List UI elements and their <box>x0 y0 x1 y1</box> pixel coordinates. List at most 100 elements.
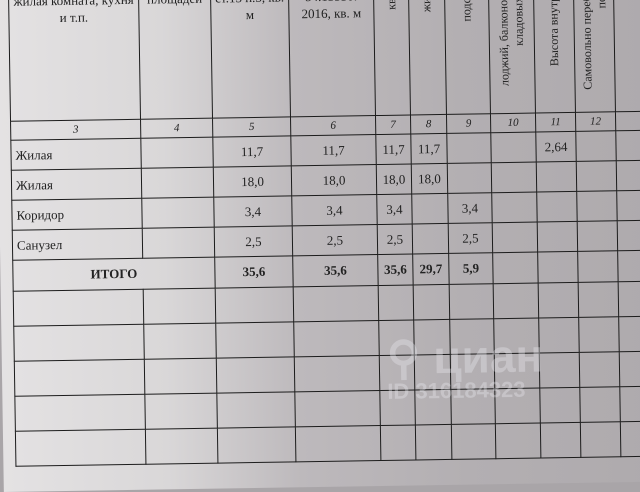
header-col4: площадей <box>138 0 213 120</box>
empty-cell <box>215 321 295 359</box>
table-cell <box>412 223 449 254</box>
empty-cell <box>380 424 416 461</box>
area-table: жилая комната, кухня и т.п. площадей ст.… <box>8 0 640 467</box>
empty-cell <box>294 390 381 427</box>
col-number: 11 <box>535 112 576 133</box>
empty-cell <box>143 323 217 360</box>
table-cell <box>142 227 215 259</box>
empty-cell <box>293 320 380 357</box>
table-cell <box>447 162 492 194</box>
table-cell <box>537 221 578 253</box>
table-cell: 18,0 <box>411 163 448 194</box>
room-name: Жилая <box>10 138 142 171</box>
empty-cell <box>144 358 217 395</box>
header-col10: лоджий, балконов и кладовых (с <box>495 0 526 87</box>
total-cell: 5,9 <box>448 252 494 285</box>
table-cell <box>411 193 449 224</box>
total-cell: 29,7 <box>412 253 450 285</box>
room-name: Коридор <box>11 198 143 231</box>
table-cell <box>446 132 492 164</box>
header-col5: ст.15 п.5, кв. м <box>210 0 291 119</box>
col-number: 8 <box>410 114 447 135</box>
col-number: 12 <box>575 111 616 132</box>
col-number: 3 <box>10 119 141 141</box>
table-cell: 18,0 <box>291 164 377 196</box>
empty-cell <box>451 423 496 460</box>
col-number: 10 <box>490 113 536 133</box>
empty-cell <box>493 283 539 319</box>
empty-cell <box>217 426 296 464</box>
total-cell: 35,6 <box>292 254 379 287</box>
table-cell: 2,5 <box>214 225 293 258</box>
table-cell <box>492 222 538 253</box>
table-cell <box>577 220 618 252</box>
table-cell: 3,4 <box>213 195 293 228</box>
col-number: 7 <box>375 115 411 135</box>
room-name: Жилая <box>11 168 142 201</box>
empty-cell <box>13 324 145 362</box>
empty-cell <box>378 284 414 321</box>
empty-cell <box>578 316 620 353</box>
header-col3: жилая комната, кухня и т.п. <box>8 0 141 122</box>
table-cell <box>576 190 618 222</box>
col-number: 4 <box>140 118 213 139</box>
table-cell: 3,4 <box>447 192 493 224</box>
room-name: Санузел <box>12 228 143 261</box>
table-cell: 11,7 <box>375 134 412 165</box>
empty-cell <box>216 391 296 429</box>
empty-cell <box>215 286 294 324</box>
empty-cell <box>14 394 146 432</box>
header-col9: подсоб <box>458 0 474 22</box>
table-cell: 2,5 <box>448 222 493 254</box>
header-row: жилая комната, кухня и т.п. площадей ст.… <box>8 0 640 122</box>
empty-cell <box>579 351 620 388</box>
col-number: 5 <box>212 116 291 138</box>
table-cell <box>617 220 640 251</box>
total-cell: 35,6 <box>214 255 294 289</box>
table-cell <box>616 160 640 191</box>
header-col11: Высота внутрен <box>545 0 562 67</box>
table-cell <box>140 137 214 169</box>
table-cell <box>491 192 538 223</box>
empty-cell <box>619 351 640 387</box>
table-cell <box>536 191 578 223</box>
header-col6: 54.13330. 2016, кв. м <box>288 0 376 117</box>
table-cell <box>575 130 617 162</box>
table-cell <box>615 130 640 161</box>
empty-cell <box>580 421 621 458</box>
empty-cell <box>578 281 619 318</box>
empty-cell <box>14 359 145 397</box>
table-cell <box>141 167 214 199</box>
col-number: 9 <box>446 113 491 134</box>
table-cell <box>490 132 537 163</box>
table-cell: 11,7 <box>410 133 448 164</box>
empty-cell <box>618 281 640 317</box>
col-number: 6 <box>290 115 376 136</box>
empty-cell <box>413 284 450 320</box>
table-cell <box>576 160 617 192</box>
table-cell: 2,5 <box>377 223 413 255</box>
table-cell: 3,4 <box>376 193 413 225</box>
table-cell: 11,7 <box>290 134 377 166</box>
empty-cell <box>15 429 146 467</box>
table-cell: 3,4 <box>291 194 378 226</box>
watermark: ⚲ циан ID 316184323 <box>386 329 544 404</box>
header-col8: жила <box>419 0 436 104</box>
table-cell <box>616 190 640 221</box>
empty-cell <box>145 428 218 465</box>
empty-cell <box>415 424 452 460</box>
empty-cell <box>620 421 640 457</box>
empty-cell <box>293 285 379 322</box>
table-cell: 2,5 <box>292 224 378 256</box>
empty-cell <box>579 386 621 423</box>
empty-cell <box>495 423 541 459</box>
empty-cell <box>449 283 494 320</box>
table-cell <box>536 161 577 193</box>
header-col12: Самовольно перебор поме <box>578 0 607 91</box>
empty-cell <box>618 316 640 352</box>
table-cell: 18,0 <box>213 165 292 198</box>
empty-cell <box>539 387 581 424</box>
empty-cell <box>538 282 579 319</box>
empty-cell <box>295 425 381 462</box>
empty-cell <box>538 317 580 354</box>
